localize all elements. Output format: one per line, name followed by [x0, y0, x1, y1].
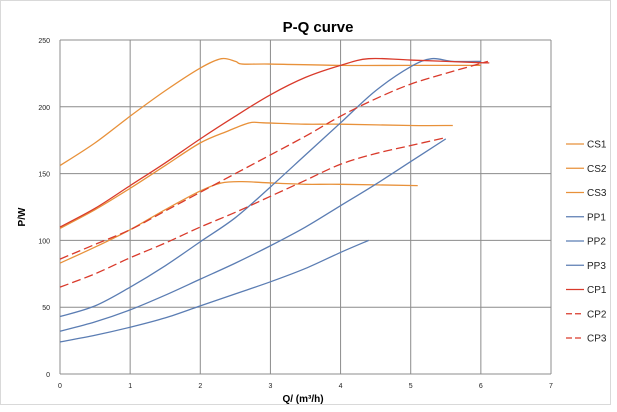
- series-line-pp2: [59, 138, 447, 332]
- y-tick-label: 150: [38, 172, 50, 179]
- x-tick-label: 6: [479, 383, 483, 390]
- series-line-cp3: [59, 136, 446, 288]
- series-line-cs2: [59, 121, 453, 229]
- series-line-cs1: [59, 57, 481, 167]
- x-tick-label: 3: [268, 383, 272, 390]
- y-tick-label: 250: [38, 38, 50, 45]
- legend-label-cp1: CP1: [587, 285, 607, 296]
- legend-label-pp3: PP3: [587, 261, 606, 272]
- y-tick-label: 0: [46, 372, 50, 379]
- series-line-pp3: [59, 239, 369, 343]
- x-tick-label: 2: [198, 383, 202, 390]
- legend-label-cs3: CS3: [587, 188, 607, 199]
- x-axis-label: Q/ (m³/h): [282, 394, 323, 405]
- legend-label-cp2: CP2: [587, 309, 607, 320]
- series-line-cp2: [59, 60, 489, 260]
- chart-frame: [0, 0, 611, 405]
- legend: CS1 CS2 CS3 PP1 PP2 PP3 CP1 CP2 CP3: [566, 140, 607, 345]
- legend-label-pp1: PP1: [587, 212, 606, 223]
- grid: [59, 39, 552, 375]
- x-tick-label: 5: [409, 383, 413, 390]
- y-tick-label: 50: [42, 305, 50, 312]
- series-line-cp1: [59, 57, 490, 228]
- y-tick-label: 100: [38, 238, 50, 245]
- series-line-pp1: [59, 57, 481, 318]
- legend-label-cs2: CS2: [587, 164, 607, 175]
- y-axis-label: P/W: [17, 207, 28, 226]
- chart-title: P-Q curve: [283, 19, 354, 36]
- series-lines: [59, 57, 490, 343]
- x-tick-label: 7: [549, 383, 553, 390]
- legend-label-cp3: CP3: [587, 334, 607, 345]
- x-tick-label: 4: [339, 383, 343, 390]
- x-tick-label: 1: [128, 383, 132, 390]
- x-tick-label: 0: [58, 383, 62, 390]
- tick-labels: 0 50 100 150 200 250 0 1 2 3 4 5 6 7: [38, 38, 553, 390]
- y-tick-label: 200: [38, 105, 50, 112]
- legend-label-pp2: PP2: [587, 237, 606, 248]
- legend-label-cs1: CS1: [587, 140, 607, 151]
